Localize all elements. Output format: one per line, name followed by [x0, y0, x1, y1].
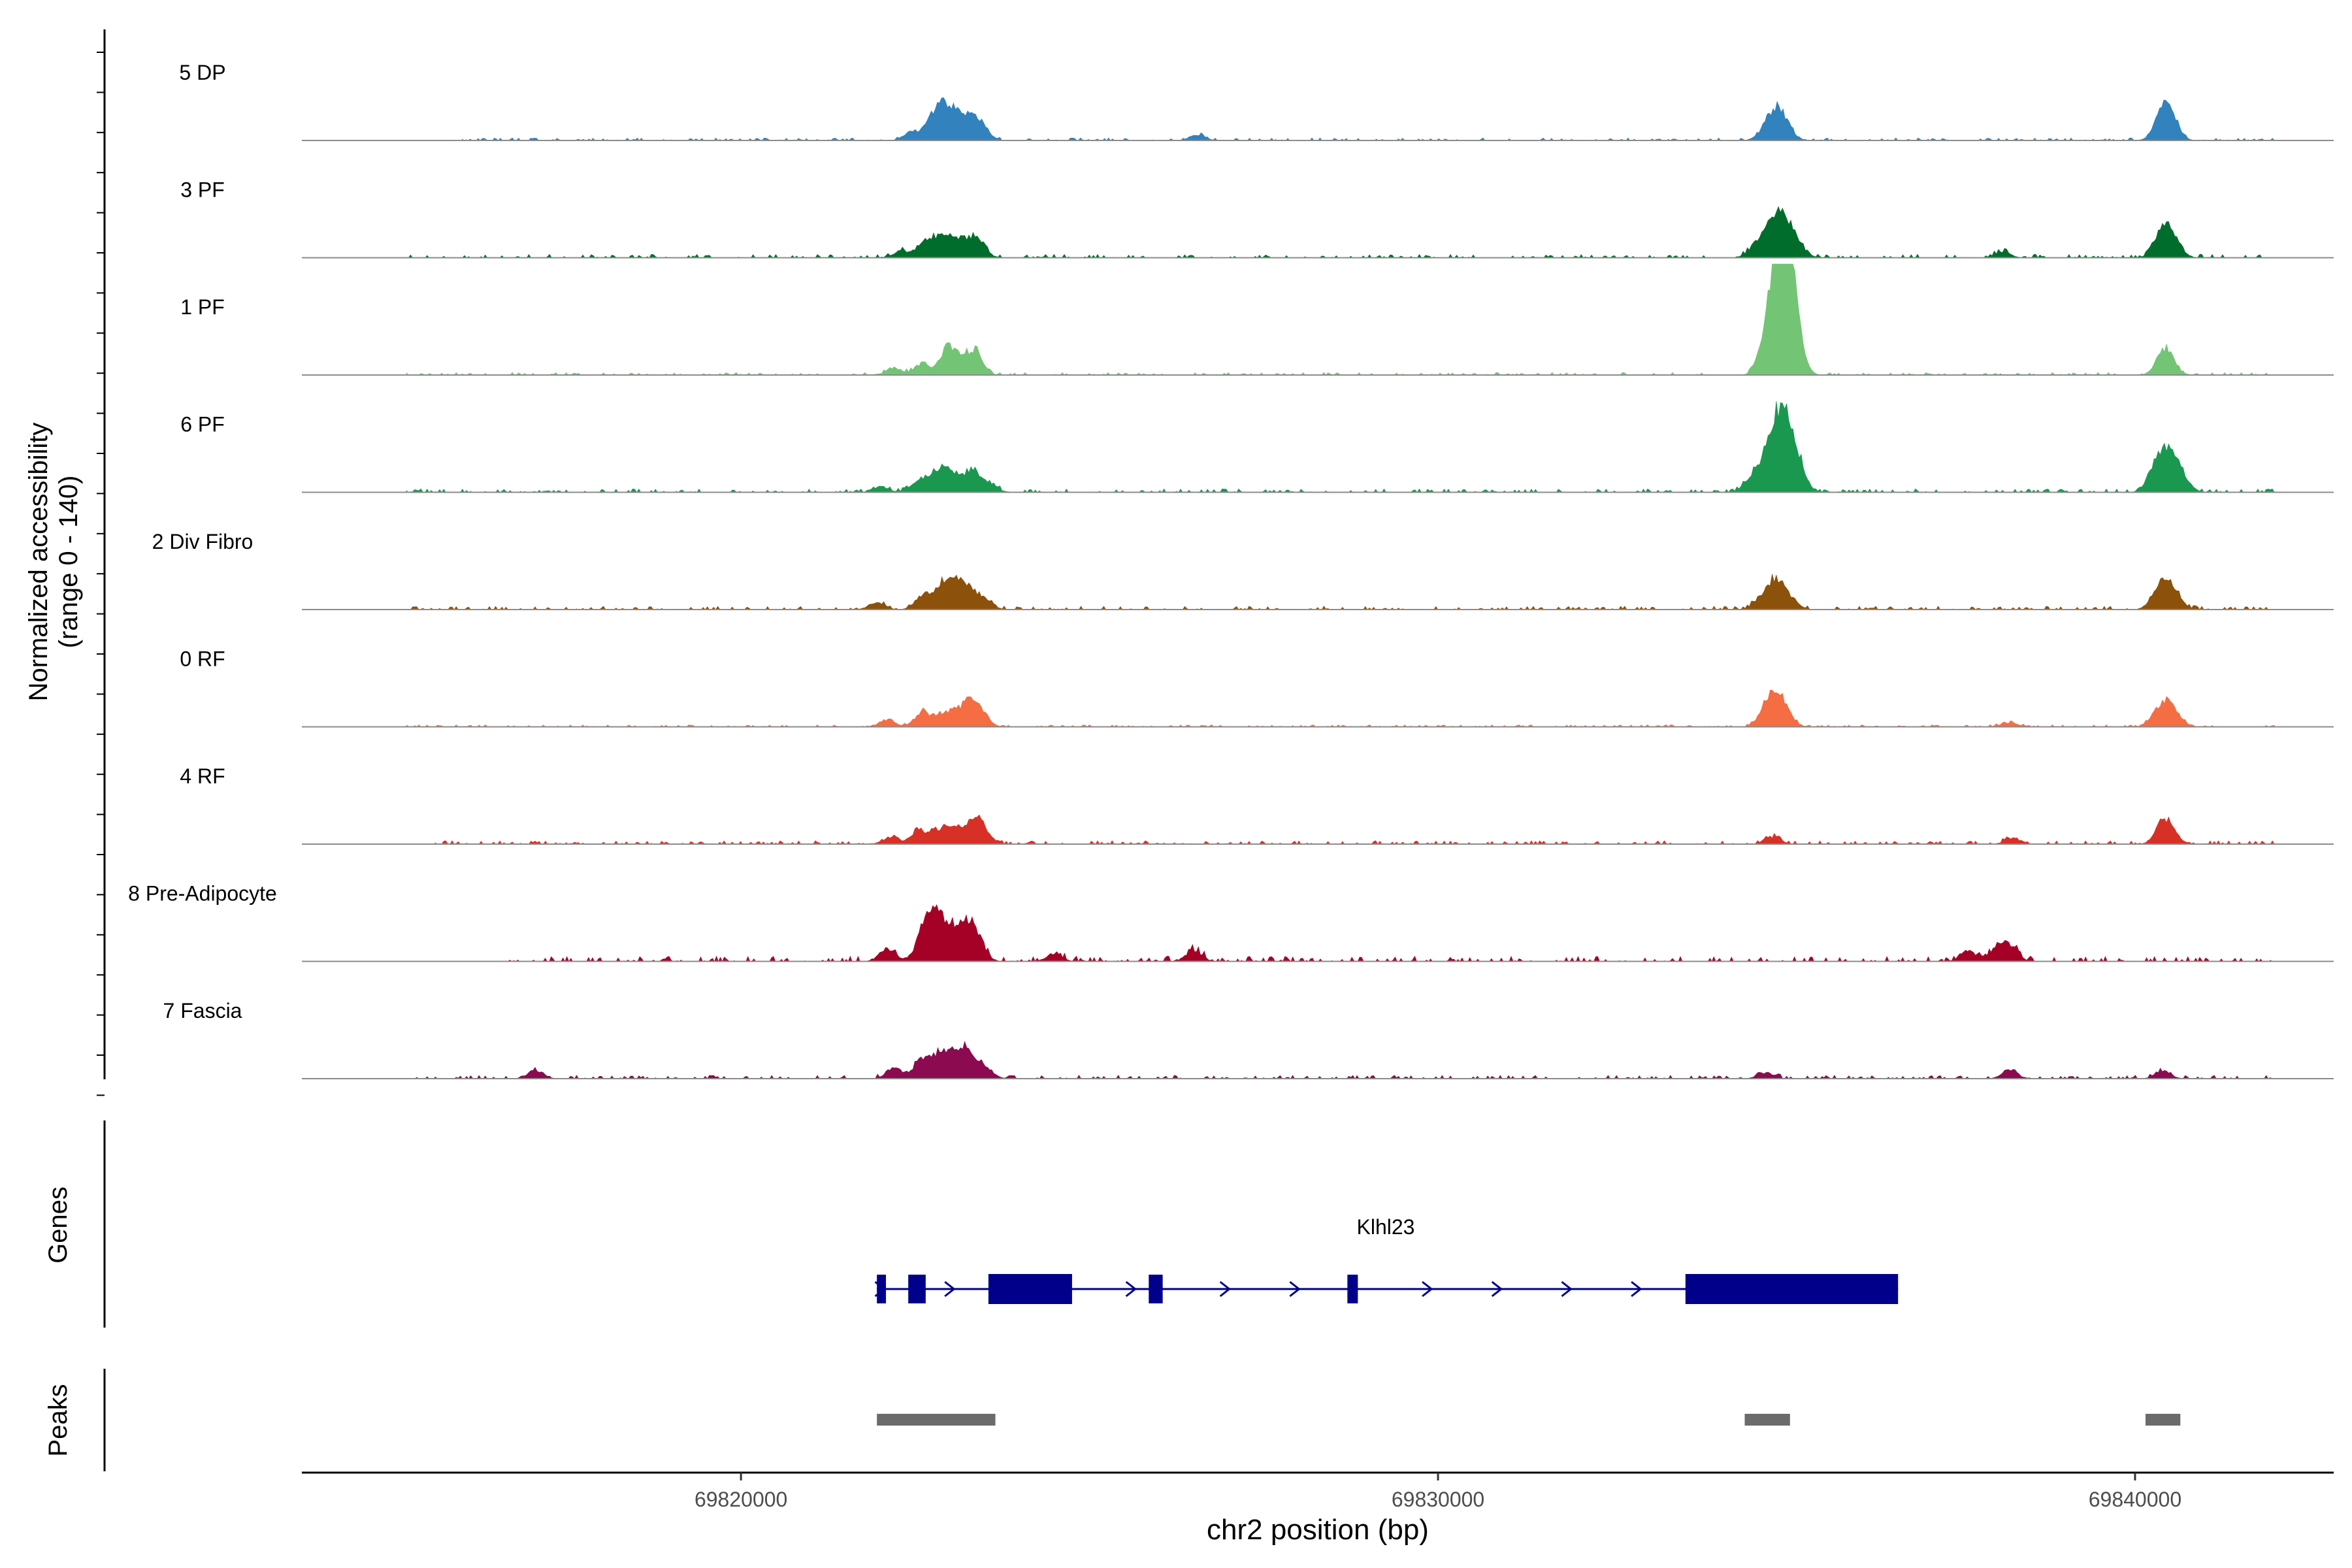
peak-region: [2145, 1414, 2181, 1426]
strand-arrow-icon: [1631, 1281, 1642, 1298]
gene-exon: [1347, 1275, 1358, 1303]
strand-arrow-icon: [1422, 1281, 1433, 1298]
gene-name-label: Klhl23: [1357, 1215, 1415, 1239]
strand-arrow-icon: [1219, 1281, 1232, 1298]
strand-arrow-icon: [1289, 1281, 1301, 1298]
track-label: 6 PF: [180, 413, 225, 436]
track-area: [462, 97, 2275, 141]
strand-arrow-icon: [1125, 1281, 1137, 1298]
gene-exon: [908, 1275, 926, 1303]
track-label: 5 DP: [179, 61, 225, 84]
track-label: 4 RF: [180, 764, 225, 788]
track-area: [406, 206, 2275, 258]
track-area: [406, 263, 2275, 376]
track-label: 0 RF: [180, 647, 225, 671]
y-axis-title-line2: (range 0 - 140): [54, 476, 83, 649]
gene-track: [874, 1274, 1899, 1304]
peak-region: [1744, 1414, 1790, 1426]
track-2-div-fibro: 2 Div Fibro: [152, 530, 2334, 610]
track-8-pre-adipocyte: 8 Pre-Adipocyte: [128, 882, 2334, 962]
track-label: 8 Pre-Adipocyte: [128, 882, 277, 906]
track-label: 2 Div Fibro: [152, 530, 253, 553]
strand-arrow-icon: [1491, 1281, 1503, 1298]
track-area: [406, 574, 2275, 610]
y-axis: [97, 29, 106, 1096]
track-area: [406, 400, 2275, 493]
gene-exon: [1149, 1275, 1163, 1303]
track-area: [504, 904, 2275, 962]
track-4-rf: 4 RF: [180, 764, 2334, 845]
x-tick-label: 69820000: [694, 1488, 787, 1511]
peak-track: [877, 1414, 2181, 1426]
peak-region: [877, 1414, 996, 1426]
gene-exon: [1685, 1274, 1899, 1304]
track-label: 3 PF: [180, 178, 225, 202]
y-axis-title-line1: Normalized accessibility: [24, 423, 53, 702]
track-3-pf: 3 PF: [180, 178, 2334, 259]
gene-exon: [877, 1275, 887, 1303]
track-5-dp: 5 DP: [179, 61, 2334, 141]
track-1-pf: 1 PF: [180, 263, 2334, 376]
track-label: 1 PF: [180, 295, 225, 319]
track-label: 7 Fascia: [163, 999, 242, 1022]
coverage-tracks: 5 DP 3 PF 1 PF 6 PF 2 Div Fibro 0 RF 4 RF 8 Pre…: [128, 61, 2334, 1079]
track-area: [406, 1040, 2275, 1079]
strand-arrow-icon: [1561, 1281, 1573, 1298]
strand-arrow-icon: [944, 1281, 956, 1298]
genes-axis-title: Genes: [44, 1186, 73, 1264]
track-area: [406, 814, 2275, 845]
x-axis-ticks: 69820000 69830000 69840000: [694, 1473, 2181, 1511]
peaks-axis-title: Peaks: [44, 1384, 73, 1456]
x-tick-label: 69830000: [1392, 1488, 1484, 1511]
track-0-rf: 0 RF: [180, 647, 2334, 728]
track-7-fascia: 7 Fascia: [163, 999, 2334, 1079]
x-tick-label: 69840000: [2089, 1488, 2181, 1511]
track-area: [406, 689, 2275, 727]
x-axis-title: chr2 position (bp): [1207, 1514, 1429, 1546]
track-6-pf: 6 PF: [180, 400, 2334, 493]
gene-exon: [988, 1274, 1072, 1304]
